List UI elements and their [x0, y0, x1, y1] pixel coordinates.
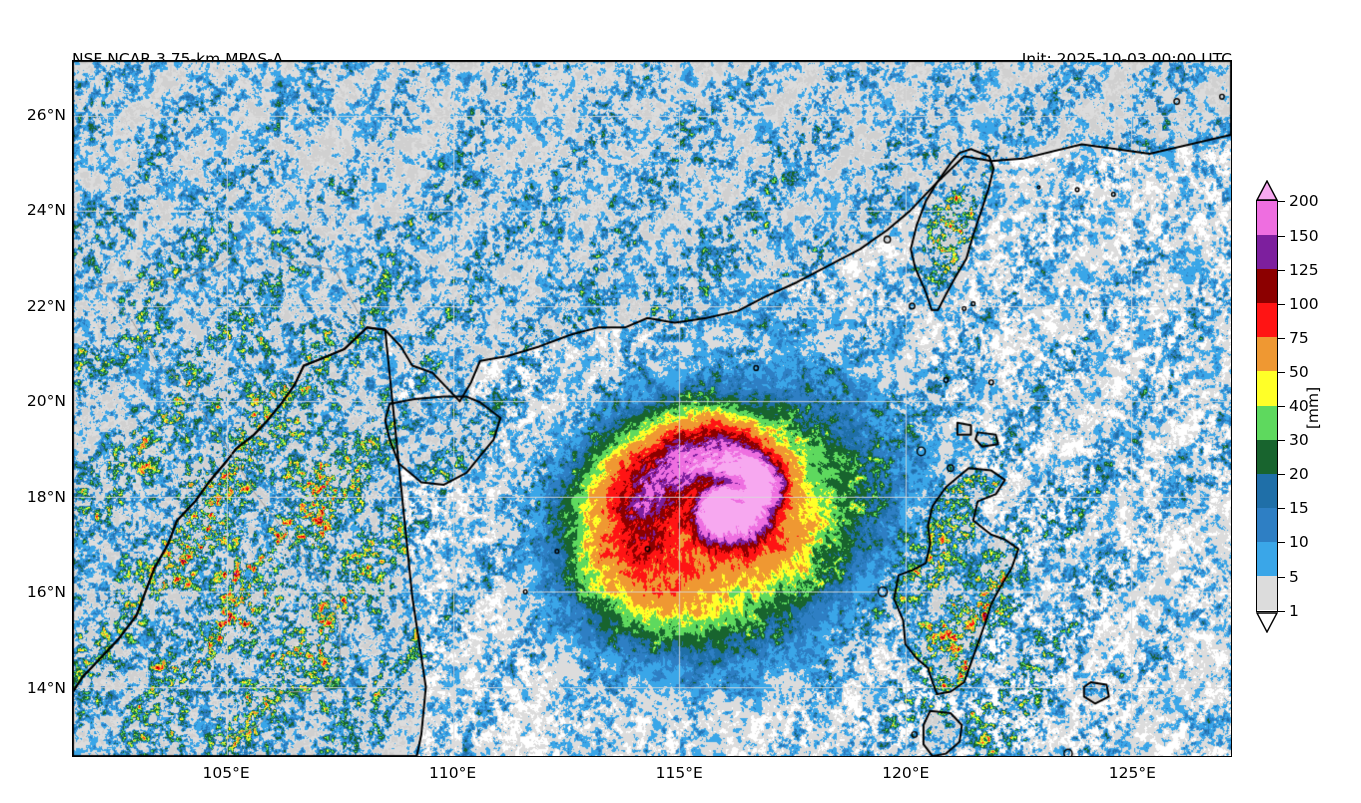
colorbar-tick: [1278, 406, 1285, 407]
colorbar-tick: [1278, 474, 1285, 476]
colorbar-band: [1257, 439, 1277, 474]
colorbar-tick: [1278, 542, 1285, 544]
lon-tick-label: 115°E: [655, 764, 703, 782]
colorbar-tick-label: 125: [1289, 260, 1319, 279]
colorbar-tick: [1278, 610, 1285, 612]
colorbar-band: [1257, 269, 1277, 304]
colorbar-bands: [1256, 200, 1278, 612]
colorbar-tick: [1278, 235, 1285, 237]
colorbar: 1 5 10 15 20 30 40 50 75 100 125 150 200: [1251, 180, 1319, 633]
lon-tick-label: 120°E: [882, 764, 930, 782]
colorbar-band: [1257, 371, 1277, 406]
map-plot-area: [72, 60, 1232, 757]
colorbar-tick-label: 40: [1289, 397, 1309, 415]
lon-tick-label: 125°E: [1108, 764, 1156, 782]
colorbar-tick-label: 10: [1289, 533, 1309, 552]
colorbar-tick: [1278, 303, 1285, 305]
colorbar-tick: [1278, 269, 1285, 271]
colorbar-tick: [1278, 371, 1285, 373]
lat-tick-label: 14°N: [26, 678, 66, 697]
colorbar-tick-label: 1: [1289, 601, 1299, 620]
colorbar-over-arrow: [1256, 180, 1278, 201]
lat-tick-label: 20°N: [26, 392, 66, 411]
colorbar-band: [1257, 473, 1277, 508]
colorbar-tick-label: 100: [1289, 294, 1319, 313]
colorbar-band: [1257, 541, 1277, 577]
colorbar-tick-label: 150: [1289, 226, 1319, 245]
lat-tick-label: 24°N: [26, 201, 66, 220]
colorbar-tick: [1278, 337, 1285, 339]
colorbar-tick: [1278, 440, 1285, 442]
lat-tick-label: 26°N: [26, 105, 66, 124]
precipitation-map-canvas: [73, 61, 1231, 756]
colorbar-band: [1257, 507, 1277, 542]
colorbar-unit-label: [mm]: [1304, 386, 1322, 430]
colorbar-band: [1257, 576, 1277, 611]
colorbar-tick-label: 75: [1289, 328, 1309, 347]
colorbar-tick-label: 200: [1289, 192, 1319, 211]
colorbar-band: [1257, 303, 1277, 338]
colorbar-band: [1257, 235, 1277, 270]
colorbar-tick: [1278, 576, 1285, 578]
lat-tick-label: 22°N: [26, 296, 66, 315]
lat-tick-label: 18°N: [26, 487, 66, 506]
colorbar-band: [1257, 405, 1277, 440]
colorbar-tick-label: 50: [1289, 362, 1309, 381]
colorbar-under-arrow: [1256, 612, 1278, 633]
colorbar-tick-label: 5: [1289, 567, 1299, 586]
colorbar-tick-label: 20: [1289, 465, 1309, 484]
colorbar-tick: [1278, 508, 1285, 510]
lat-tick-label: 16°N: [26, 583, 66, 602]
colorbar-tick-label: 30: [1289, 431, 1309, 450]
colorbar-band: [1257, 201, 1277, 236]
colorbar-tick-label: 15: [1289, 499, 1309, 518]
lon-tick-label: 105°E: [202, 764, 250, 782]
lon-tick-label: 110°E: [429, 764, 477, 782]
colorbar-tick: [1278, 201, 1285, 203]
colorbar-band: [1257, 337, 1277, 372]
